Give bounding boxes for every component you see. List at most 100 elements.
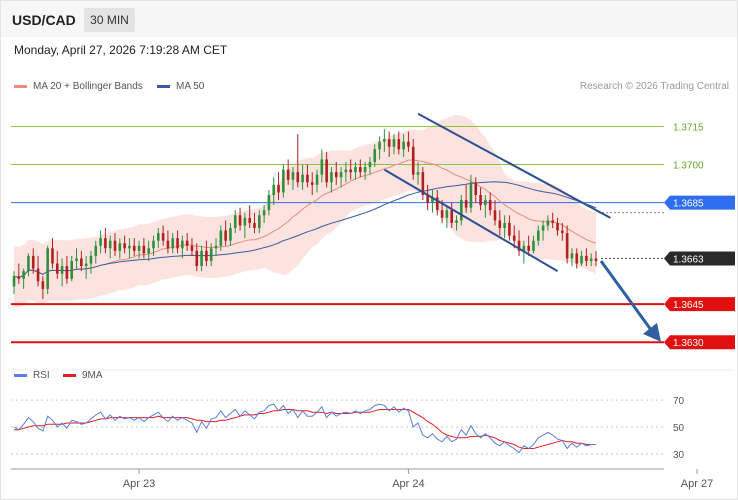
ma50-line — [13, 181, 597, 279]
candle-body — [359, 167, 362, 173]
candle-body — [171, 238, 175, 249]
candle-body — [320, 159, 324, 175]
candle-body — [272, 184, 276, 195]
candle-body — [541, 225, 545, 231]
candle-body — [330, 172, 333, 183]
candle-body — [113, 240, 117, 251]
candle-body — [551, 220, 555, 223]
candle-body — [181, 240, 184, 249]
channel-upper-trendline — [417, 112, 611, 219]
price-badge-1.3645: 1.3645 — [664, 297, 735, 312]
candle-body — [214, 245, 218, 249]
candle-body — [108, 240, 112, 249]
research-credit: Research © 2026 Trading Central — [579, 81, 729, 92]
candle-body — [315, 174, 319, 185]
candle-body — [503, 222, 506, 228]
candle-body — [469, 182, 473, 208]
candle-body — [209, 248, 213, 261]
candle-body — [123, 243, 126, 249]
legend-swatch-ma50 — [157, 85, 170, 88]
candle-body — [46, 248, 49, 289]
price-level-label: 1.3700 — [673, 161, 704, 172]
candle-body — [166, 240, 170, 249]
candle-body — [27, 255, 30, 272]
candle-body — [200, 250, 203, 267]
candle-body — [488, 200, 492, 211]
bollinger-band-fill — [14, 114, 596, 309]
candle-body — [378, 141, 381, 150]
candle-body — [36, 268, 40, 282]
candle-body — [253, 222, 256, 228]
price-badge-text: 1.3663 — [673, 254, 704, 265]
candle-body — [132, 245, 136, 251]
ma20-line — [13, 159, 597, 279]
candle-body — [585, 255, 588, 261]
legend-label-ma20: MA 20 + Bollinger Bands — [33, 81, 143, 92]
legend-ma50: MA 50 — [157, 81, 204, 92]
candle-body — [55, 263, 59, 274]
candle-body — [565, 233, 569, 259]
candle-body — [546, 220, 550, 226]
candle-body — [450, 210, 454, 223]
timestamp: Monday, April 27, 2026 7:19:28 AM CET — [14, 43, 228, 57]
price-badge-1.3663: 1.3663 — [664, 251, 735, 266]
legend-swatch-rsi — [14, 374, 27, 377]
candle-body — [80, 258, 83, 267]
candles-group — [12, 129, 598, 300]
candle-body — [392, 139, 396, 147]
x-tick-label: Apr 24 — [392, 478, 424, 490]
candle-body — [147, 248, 150, 254]
projection-arrowhead — [643, 322, 661, 342]
candle-body — [118, 243, 122, 251]
candle-body — [474, 182, 478, 195]
candle-body — [402, 141, 405, 150]
candle-body — [479, 195, 482, 206]
candle-body — [75, 258, 78, 261]
timeframe-button[interactable]: 30 MIN — [84, 8, 135, 32]
candle-body — [12, 276, 16, 287]
candle-body — [373, 149, 377, 162]
rsi-line — [13, 403, 596, 454]
candle-body — [248, 217, 251, 223]
candle-body — [156, 233, 160, 241]
rsi-9ma-line — [14, 409, 596, 449]
candle-body — [407, 141, 410, 147]
candle-body — [435, 197, 439, 211]
candle-body — [416, 172, 420, 175]
candle-body — [589, 258, 593, 261]
price-level-label: 1.3715 — [673, 122, 704, 133]
candle-body — [219, 230, 223, 246]
candle-body — [31, 255, 35, 269]
candle-body — [397, 139, 401, 150]
candle-body — [195, 250, 199, 267]
candle-body — [339, 172, 343, 178]
legend-swatch-9ma — [63, 374, 76, 377]
price-badge-1.3700: 1.3700 — [673, 161, 704, 172]
candle-body — [440, 210, 444, 218]
legend-swatch-ma20 — [14, 85, 27, 88]
candle-body — [570, 253, 574, 259]
candle-body — [128, 245, 131, 249]
price-badge-text: 1.3685 — [673, 199, 704, 210]
candle-body — [296, 172, 300, 183]
candle-body — [325, 159, 328, 183]
candle-body — [532, 240, 535, 251]
candle-body — [84, 263, 88, 267]
candle-body — [354, 167, 357, 173]
price-badge-text: 1.3645 — [673, 300, 704, 311]
candle-body — [556, 222, 559, 231]
candle-body — [17, 276, 21, 279]
candle-body — [22, 271, 25, 279]
rsi-tick-label: 30 — [673, 450, 685, 461]
candle-body — [205, 250, 208, 261]
candle-body — [387, 139, 391, 147]
candle-body — [258, 215, 261, 228]
price-badge-bg — [664, 251, 735, 266]
legend-9ma: 9MA — [63, 370, 103, 381]
candle-body — [89, 255, 93, 264]
price-badge-1.3715: 1.3715 — [673, 122, 704, 133]
candle-body — [580, 255, 583, 264]
candle-body — [65, 266, 69, 279]
candle-body — [536, 230, 540, 241]
candle-body — [344, 169, 348, 173]
